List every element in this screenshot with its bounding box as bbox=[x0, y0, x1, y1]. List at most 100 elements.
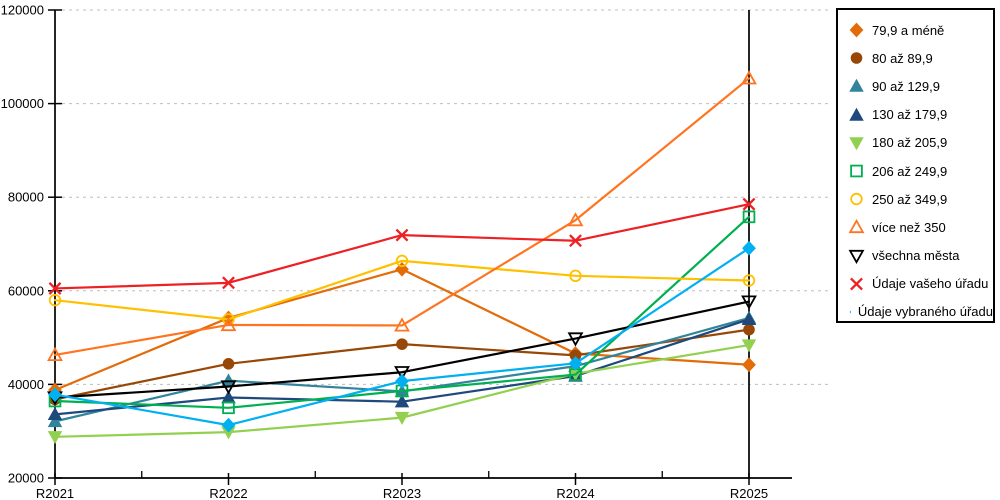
data-point-marker bbox=[394, 394, 410, 408]
triangle-up-legend-icon bbox=[849, 107, 864, 121]
legend-item-7: 250 až 349,9 bbox=[848, 185, 993, 213]
data-point-marker bbox=[222, 358, 235, 370]
data-point-marker bbox=[394, 411, 410, 425]
data-point-marker bbox=[47, 414, 63, 428]
data-point-marker bbox=[48, 282, 62, 295]
data-point-marker bbox=[743, 323, 755, 336]
circle-legend-icon bbox=[850, 193, 863, 206]
legend-label: Údaje vybraného úřadu bbox=[857, 304, 993, 320]
legend-label: 79,9 a méně bbox=[872, 22, 945, 38]
data-point-marker bbox=[394, 366, 410, 381]
triangle-down-legend-icon bbox=[849, 137, 864, 151]
legend-item-4: 130 až 179,9 bbox=[848, 101, 993, 129]
data-point-marker bbox=[569, 269, 582, 283]
data-point-marker bbox=[395, 373, 409, 389]
y-tick-label: 100000 bbox=[1, 96, 44, 111]
data-point-marker bbox=[848, 249, 865, 264]
data-point-marker bbox=[850, 52, 863, 65]
series-10 bbox=[48, 197, 756, 295]
data-point-marker bbox=[396, 338, 408, 350]
data-point-marker bbox=[850, 164, 863, 178]
data-point-marker bbox=[220, 316, 237, 332]
data-point-marker bbox=[849, 22, 864, 38]
legend-item-8: více než 350 bbox=[848, 213, 993, 241]
series-3 bbox=[47, 310, 757, 428]
data-point-marker bbox=[47, 407, 63, 421]
x-tick-label: R2021 bbox=[36, 486, 74, 500]
legend-label: všechna města bbox=[872, 248, 960, 264]
y-tick-label: 80000 bbox=[8, 190, 44, 205]
diamond-legend-icon bbox=[849, 310, 851, 314]
data-point-marker bbox=[567, 332, 584, 347]
data-point-marker bbox=[395, 261, 409, 277]
legend-item-3: 90 až 129,9 bbox=[848, 72, 993, 100]
data-point-marker bbox=[222, 276, 235, 290]
series-11 bbox=[48, 240, 756, 433]
data-point-marker bbox=[222, 401, 235, 415]
square-legend-icon bbox=[850, 164, 863, 178]
data-point-marker bbox=[220, 380, 237, 395]
x-tick-label: R2023 bbox=[383, 486, 421, 500]
legend-item-2: 80 až 89,9 bbox=[848, 44, 993, 72]
y-tick-label: 20000 bbox=[8, 471, 44, 486]
data-point-marker bbox=[742, 240, 756, 256]
legend-label: Údaje vašeho úřadu bbox=[872, 276, 989, 292]
data-point-marker bbox=[741, 312, 757, 326]
y-tick-label: 40000 bbox=[8, 377, 44, 392]
y-tick-label: 120000 bbox=[1, 3, 44, 18]
data-point-marker bbox=[849, 79, 864, 93]
data-point-marker bbox=[850, 277, 863, 291]
data-point-marker bbox=[395, 254, 409, 268]
x-legend-icon bbox=[850, 277, 863, 291]
legend-label: 180 až 205,9 bbox=[872, 135, 948, 151]
data-point-marker bbox=[741, 295, 757, 310]
legend-item-10: Údaje vašeho úřadu bbox=[848, 270, 993, 298]
data-point-marker bbox=[742, 357, 756, 373]
series-8 bbox=[47, 70, 757, 362]
triangle-up-legend-icon bbox=[848, 219, 865, 234]
series-line bbox=[53, 259, 751, 321]
data-point-marker bbox=[567, 212, 584, 227]
data-point-marker bbox=[48, 387, 62, 403]
data-point-marker bbox=[568, 356, 583, 371]
triangle-up-legend-icon bbox=[849, 79, 864, 93]
x-tick-label: R2025 bbox=[730, 486, 768, 500]
legend-label: více než 350 bbox=[872, 219, 946, 235]
legend-item-9: všechna města bbox=[848, 242, 993, 270]
data-point-marker bbox=[48, 293, 62, 307]
data-point-marker bbox=[741, 70, 757, 85]
series-line bbox=[53, 215, 751, 409]
data-point-marker bbox=[395, 228, 409, 242]
data-point-marker bbox=[848, 219, 865, 234]
legend-label: 90 až 129,9 bbox=[872, 78, 940, 94]
legend-label: 206 až 249,9 bbox=[872, 163, 948, 179]
legend-item-6: 206 až 249,9 bbox=[848, 157, 993, 185]
legend-label: 250 až 349,9 bbox=[872, 191, 948, 207]
legend-label: 130 až 179,9 bbox=[872, 107, 948, 123]
axes: 20000 40000 60000 80000 100000 120000 R2021 R20… bbox=[1, 3, 792, 500]
data-point-marker bbox=[850, 193, 863, 206]
triangle-down-legend-icon bbox=[848, 249, 865, 264]
x-tick-label: R2024 bbox=[556, 486, 594, 500]
data-point-marker bbox=[569, 234, 582, 248]
x-tick-label: R2022 bbox=[209, 486, 247, 500]
legend-item-1: 79,9 a méně bbox=[848, 16, 993, 44]
legend-item-5: 180 až 205,9 bbox=[848, 129, 993, 157]
data-point-marker bbox=[742, 274, 756, 287]
data-point-marker bbox=[394, 317, 410, 332]
diamond-legend-icon bbox=[849, 22, 864, 38]
data-point-marker bbox=[47, 431, 63, 445]
data-point-marker bbox=[47, 346, 63, 362]
legend: 79,9 a méně 80 až 89,9 90 až 129,9 130 až 1… bbox=[836, 8, 995, 323]
data-point-marker bbox=[849, 310, 851, 314]
data-point-marker bbox=[742, 197, 756, 211]
y-tick-label: 60000 bbox=[8, 283, 44, 298]
circle-legend-icon bbox=[850, 52, 863, 65]
data-point-marker bbox=[221, 417, 236, 433]
legend-label: 80 až 89,9 bbox=[872, 50, 933, 66]
data-point-marker bbox=[742, 210, 756, 224]
data-point-marker bbox=[741, 339, 757, 353]
data-point-marker bbox=[849, 137, 864, 151]
